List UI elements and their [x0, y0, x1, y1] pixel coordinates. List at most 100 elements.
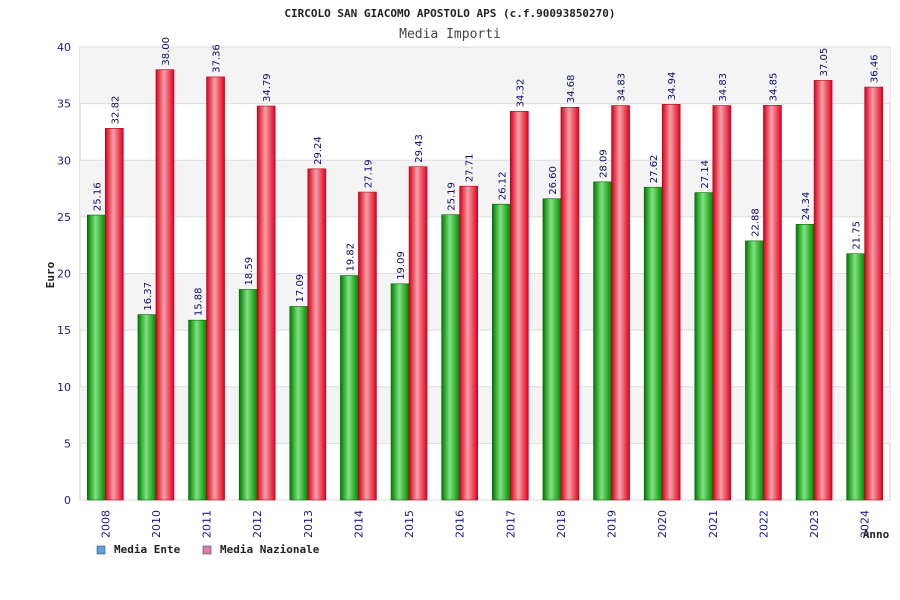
bar-media-nazionale — [307, 168, 327, 501]
bar-media-ente — [542, 198, 562, 501]
bar-media-ente — [340, 275, 359, 501]
x-tick-label: 2021 — [707, 510, 720, 538]
bar-media-ente — [238, 289, 258, 501]
bar-media-ente — [643, 186, 663, 501]
x-tick-label: 2016 — [454, 510, 467, 538]
legend-label-media-nazionale: Media Nazionale — [220, 543, 320, 556]
bar-media-ente — [137, 314, 157, 501]
legend: Media Ente Media Nazionale — [96, 543, 320, 556]
bar-media-ente — [745, 240, 764, 501]
y-tick-label: 10 — [57, 381, 71, 394]
y-tick-label: 40 — [57, 41, 71, 54]
bar-media-nazionale — [712, 105, 732, 501]
data-label: 32.82 — [110, 96, 121, 125]
bar-media-nazionale — [864, 86, 883, 501]
data-label: 37.05 — [819, 48, 830, 77]
y-axis-label: Euro — [44, 261, 57, 288]
bar-media-nazionale — [155, 69, 175, 501]
x-tick-label: 2020 — [656, 510, 669, 538]
bar-media-nazionale — [560, 106, 580, 501]
bar-media-ente — [390, 283, 410, 501]
bar-media-nazionale — [459, 185, 478, 501]
data-label: 34.68 — [566, 75, 577, 104]
y-tick-label: 20 — [57, 268, 71, 281]
x-tick-label: 2012 — [251, 510, 264, 538]
bar-media-ente — [492, 203, 511, 501]
y-tick-label: 0 — [64, 494, 71, 507]
bar-media-ente — [87, 214, 106, 501]
data-label: 17.09 — [295, 274, 306, 303]
data-label: 34.79 — [262, 73, 273, 102]
legend-swatch-media-nazionale — [202, 545, 212, 555]
bar-media-nazionale — [408, 166, 428, 501]
data-label: 34.94 — [667, 72, 678, 101]
y-tick-label: 35 — [57, 98, 71, 111]
bar-media-ente — [846, 253, 865, 501]
data-label: 29.43 — [414, 134, 425, 163]
data-label: 36.46 — [870, 54, 881, 83]
x-tick-label: 2022 — [757, 510, 770, 538]
data-label: 18.59 — [244, 257, 255, 286]
data-label: 19.09 — [396, 251, 407, 280]
x-tick-label: 2024 — [859, 510, 872, 538]
bar-media-ente — [694, 192, 714, 501]
bar-media-nazionale — [206, 76, 225, 501]
data-label: 25.16 — [92, 182, 103, 211]
x-tick-label: 2018 — [555, 510, 568, 538]
bar-media-nazionale — [661, 104, 681, 501]
y-axis-ticks: 0 5 10 15 20 25 30 35 40 — [57, 41, 71, 507]
data-label: 26.60 — [548, 166, 559, 195]
x-tick-label: 2014 — [352, 510, 365, 538]
y-tick-label: 5 — [64, 437, 71, 450]
data-label: 27.14 — [700, 160, 711, 189]
bar-media-ente — [441, 214, 460, 501]
x-axis-label: Anno — [863, 528, 890, 541]
data-label: 26.12 — [497, 172, 508, 201]
bar-media-nazionale — [105, 128, 124, 501]
bar-media-nazionale — [611, 105, 630, 501]
data-label: 27.71 — [465, 154, 476, 183]
x-tick-label: 2008 — [99, 510, 112, 538]
y-tick-label: 15 — [57, 324, 71, 337]
bar-media-ente — [795, 224, 815, 501]
x-tick-label: 2011 — [201, 510, 214, 538]
y-tick-label: 25 — [57, 211, 71, 224]
bar-media-nazionale — [256, 105, 276, 501]
y-tick-label: 30 — [57, 154, 71, 167]
x-tick-label: 2017 — [504, 510, 517, 538]
data-label: 22.88 — [750, 208, 761, 237]
chart-subtitle: Media Importi — [399, 27, 501, 42]
data-label: 25.19 — [447, 182, 458, 211]
data-label: 37.36 — [212, 44, 223, 73]
bar-media-ente — [188, 319, 207, 501]
bar-media-nazionale — [763, 105, 782, 501]
data-label: 27.62 — [649, 155, 660, 184]
data-label: 27.19 — [363, 159, 374, 188]
data-label: 28.09 — [599, 149, 610, 178]
bar-media-ente — [289, 306, 309, 501]
x-tick-label: 2023 — [808, 510, 821, 538]
data-label: 34.83 — [718, 73, 729, 102]
data-label: 34.32 — [515, 79, 526, 108]
x-tick-label: 2015 — [403, 510, 416, 538]
data-label: 34.85 — [768, 73, 779, 102]
data-label: 21.75 — [852, 221, 863, 250]
x-axis-ticks: 2008 2010 2011 2012 2013 2014 2015 2016 2017 2018… — [99, 510, 871, 538]
legend-label-media-ente: Media Ente — [114, 543, 181, 556]
data-label: 19.82 — [345, 243, 356, 272]
data-label: 15.88 — [194, 288, 205, 317]
data-label: 34.83 — [617, 73, 628, 102]
chart-title: CIRCOLO SAN GIACOMO APOSTOLO APS (c.f.90… — [284, 7, 615, 20]
data-label: 38.00 — [161, 37, 172, 66]
bar-media-nazionale — [813, 80, 833, 501]
bar-media-ente — [593, 181, 612, 501]
bar-media-nazionale — [358, 191, 377, 501]
data-label: 16.37 — [143, 282, 154, 311]
legend-swatch-media-ente — [96, 545, 106, 555]
bars: 25.16 32.82 16.37 38.00 15.88 37.36 18.59 34.79… — [87, 37, 883, 501]
data-label: 24.34 — [801, 192, 812, 221]
x-tick-label: 2010 — [150, 510, 163, 538]
x-tick-label: 2019 — [606, 510, 619, 538]
x-tick-label: 2013 — [302, 510, 315, 538]
